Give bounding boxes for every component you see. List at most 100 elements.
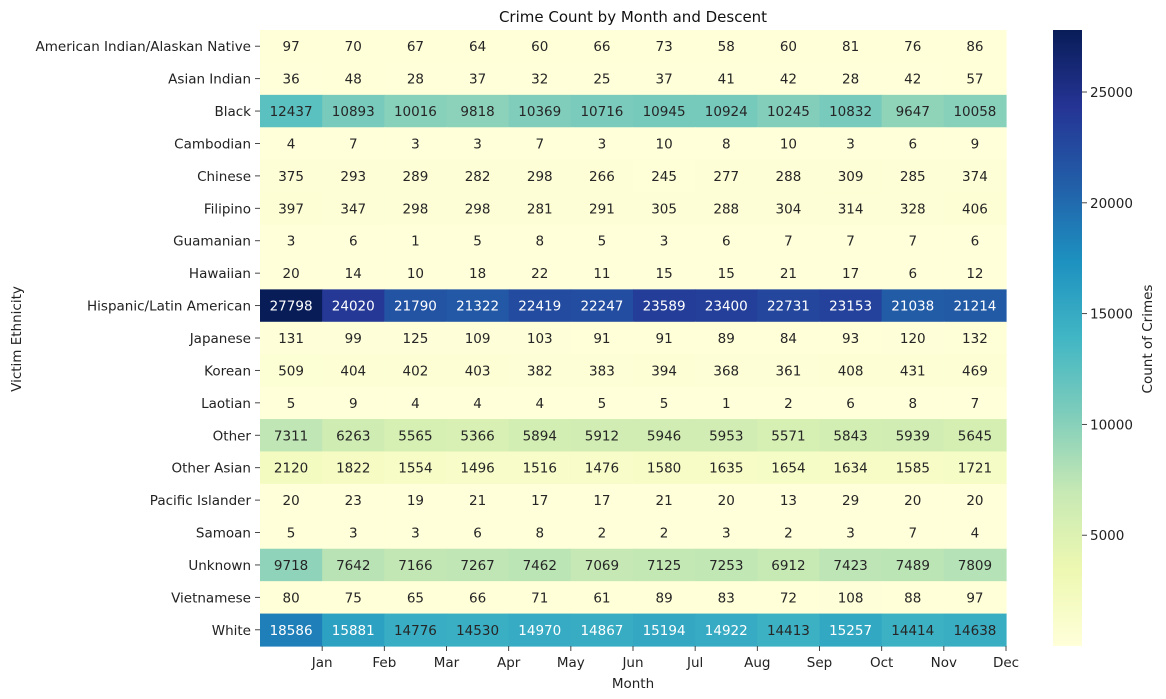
cell-value-label: 282: [465, 169, 491, 185]
heatmap-cell: [819, 613, 883, 647]
heatmap-cell: [446, 483, 510, 517]
heatmap-cell: [633, 321, 696, 355]
cell-value-label: 20: [718, 493, 735, 509]
heatmap-cell: [881, 321, 945, 355]
heatmap-cell: [446, 613, 510, 647]
heatmap-cell: [322, 581, 385, 615]
heatmap-cell: [570, 483, 634, 517]
heatmap-cell: [695, 127, 758, 161]
cell-value-label: 1654: [771, 461, 805, 477]
cell-value-label: 3: [846, 136, 855, 152]
heatmap-cell: [570, 159, 634, 193]
heatmap-cell: [695, 516, 758, 550]
cell-value-label: 1580: [647, 461, 681, 477]
cell-value-label: 65: [407, 590, 424, 606]
heatmap-cell: [384, 289, 448, 323]
cell-value-label: 5912: [585, 428, 619, 444]
heatmap-cell: [322, 289, 385, 323]
cell-value-label: 375: [278, 169, 304, 185]
heatmap-cell: [757, 159, 821, 193]
heatmap-cell: [384, 256, 448, 290]
heatmap-cell: [633, 354, 696, 388]
cell-value-label: 6: [846, 396, 855, 412]
heatmap-cell: [943, 386, 1007, 420]
cell-value-label: 75: [345, 590, 362, 606]
cell-value-label: 109: [465, 331, 491, 347]
heatmap-cell: [508, 321, 572, 355]
heatmap-cell: [260, 581, 323, 615]
cell-value-label: 7267: [460, 558, 494, 574]
cell-value-label: 103: [527, 331, 553, 347]
cell-value-label: 14970: [518, 623, 561, 639]
heatmap-cell: [384, 386, 448, 420]
cell-value-label: 9647: [896, 104, 930, 120]
heatmap-cell: [260, 62, 323, 96]
heatmap-cell: [819, 30, 883, 64]
cell-value-label: 383: [589, 363, 615, 379]
cell-value-label: 97: [282, 39, 299, 55]
x-tick-label: Dec: [993, 655, 1019, 671]
heatmap-cell: [819, 354, 883, 388]
cell-value-label: 5565: [398, 428, 432, 444]
heatmap-cell: [633, 613, 696, 647]
cell-value-label: 28: [407, 72, 424, 88]
heatmap-cell: [757, 62, 821, 96]
heatmap-cell: [695, 321, 758, 355]
cell-value-label: 22247: [580, 299, 623, 315]
cell-value-label: 15194: [643, 623, 686, 639]
y-tick-label: American Indian/Alaskan Native: [36, 39, 251, 55]
heatmap-cell: [446, 289, 510, 323]
cell-value-label: 86: [966, 39, 983, 55]
heatmap-cell: [570, 192, 634, 226]
heatmap-cell: [943, 30, 1007, 64]
heatmap-cell: [819, 94, 883, 128]
cell-value-label: 9818: [460, 104, 494, 120]
heatmap-cell: [384, 613, 448, 647]
cell-value-label: 368: [713, 363, 739, 379]
heatmap-cell: [260, 451, 323, 485]
cell-value-label: 3: [411, 526, 420, 542]
cell-value-label: 5366: [460, 428, 494, 444]
cell-value-label: 21322: [456, 299, 499, 315]
x-tick-label: Nov: [931, 655, 957, 671]
heatmap-cell: [508, 483, 572, 517]
cell-value-label: 10832: [829, 104, 872, 120]
cell-value-label: 25: [593, 72, 610, 88]
cell-value-label: 8: [908, 396, 917, 412]
cell-value-label: 304: [776, 201, 802, 217]
heatmap-cell: [446, 159, 510, 193]
cell-value-label: 5946: [647, 428, 681, 444]
heatmap-cell: [633, 483, 696, 517]
heatmap-cell: [695, 289, 758, 323]
heatmap-cell: [570, 289, 634, 323]
cell-value-label: 125: [403, 331, 429, 347]
cell-value-label: 298: [527, 169, 553, 185]
y-tick-label: Japanese: [189, 331, 251, 347]
cell-value-label: 37: [655, 72, 672, 88]
cell-value-label: 20: [904, 493, 921, 509]
heatmap-cell: [757, 256, 821, 290]
heatmap-cell: [446, 94, 510, 128]
cell-value-label: 23: [345, 493, 362, 509]
heatmap-cell: [260, 419, 323, 453]
y-tick-label: Unknown: [188, 558, 251, 574]
cell-value-label: 11: [593, 266, 610, 282]
cell-value-label: 21214: [953, 299, 996, 315]
heatmap-cell: [633, 159, 696, 193]
cell-value-label: 22731: [767, 299, 810, 315]
cell-value-label: 3: [722, 526, 731, 542]
cell-value-label: 89: [655, 590, 672, 606]
heatmap-cell: [819, 386, 883, 420]
cell-value-label: 298: [403, 201, 429, 217]
cell-value-label: 19: [407, 493, 424, 509]
cell-value-label: 6: [908, 266, 917, 282]
cell-value-label: 15881: [332, 623, 375, 639]
heatmap-cell: [322, 354, 385, 388]
cell-value-label: 509: [278, 363, 304, 379]
x-tick-labels: Jan Feb Mar Apr May Jun Jul Aug Sep Oct Nov Dec: [311, 646, 1019, 671]
heatmap-cell: [695, 30, 758, 64]
cell-value-label: 8: [535, 526, 544, 542]
heatmap-cell: [695, 548, 758, 582]
heatmap-cell: [943, 321, 1007, 355]
heatmap-cell: [322, 159, 385, 193]
